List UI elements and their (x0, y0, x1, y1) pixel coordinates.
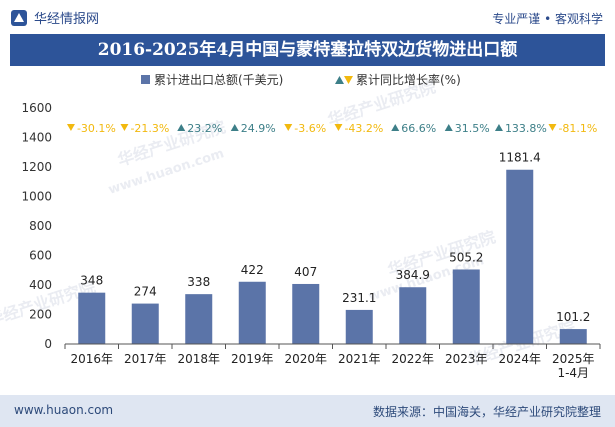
x-tick-label: 2023年 (445, 352, 488, 366)
y-tick-label: 1000 (21, 190, 52, 204)
y-axis: 0 200 400 600 800 1000 1200 1400 1600 (21, 101, 52, 351)
bar-value-label: 407 (294, 265, 317, 279)
bar-value-label: 348 (80, 274, 103, 288)
growth-rate-label: -43.2% (344, 122, 383, 135)
bar-chart: 华经产业研究院华经产业研究院华经产业研究院华经产业研究院华经产业研究院www.h… (0, 72, 601, 380)
x-tick-label: 2017年 (124, 352, 167, 366)
growth-up-triangle-icon (444, 124, 453, 131)
bars (78, 169, 587, 344)
y-tick-label: 1600 (21, 101, 52, 115)
growth-rate-labels: -30.1% -21.3% 23.2% 24.9% -3.6% -43.2% 66.6% 31… (66, 122, 597, 135)
growth-down-triangle-icon (284, 124, 293, 131)
x-tick-label: 2020年 (284, 352, 327, 366)
chart-title: 2016-2025年4月中国与蒙特塞拉特双边货物进出口额 (10, 34, 605, 66)
bar-value-label: 338 (187, 275, 210, 289)
brand-slogan: 专业严谨 • 客观科学 (492, 12, 603, 26)
chart-legend: 累计进出口总额(千美元) 累计同比增长率(%) (141, 72, 461, 87)
legend-up-triangle-icon (335, 76, 344, 84)
x-tick-label: 2022年 (391, 352, 434, 366)
legend-label-total: 累计进出口总额(千美元) (154, 73, 283, 87)
bar (345, 309, 373, 344)
brand-logo: 华经情报网 (10, 8, 99, 27)
growth-up-triangle-icon (391, 124, 400, 131)
y-tick-label: 400 (29, 278, 52, 292)
bar-value-label: 101.2 (556, 310, 590, 324)
bar (452, 269, 480, 344)
x-axis: 2016年 2017年 2018年 2019年 2020年 2021年 2022年 2023年… (64, 343, 601, 380)
huajing-logo-icon (11, 9, 27, 26)
x-tick-label: 2024年 (498, 352, 541, 366)
footer-bar: www.huaon.com 数据来源：中国海关，华经产业研究院整理 (0, 395, 615, 427)
bar (506, 169, 534, 344)
x-tick-label: 2018年 (177, 352, 220, 366)
legend-label-growth: 累计同比增长率(%) (356, 72, 461, 87)
bar (185, 294, 213, 344)
growth-down-triangle-icon (120, 124, 129, 131)
bar (131, 303, 159, 344)
growth-down-triangle-icon (334, 124, 343, 131)
x-tick-label: 2019年 (231, 352, 274, 366)
legend-down-triangle-icon (344, 76, 353, 84)
bar (238, 281, 266, 344)
y-tick-label: 0 (44, 337, 52, 351)
y-tick-label: 200 (29, 308, 52, 322)
bar-value-label: 384.9 (396, 268, 430, 282)
y-tick-label: 800 (29, 219, 52, 233)
footer-website: www.huaon.com (14, 403, 114, 417)
bar (559, 329, 587, 344)
bar (78, 292, 106, 344)
growth-rate-label: 66.6% (401, 122, 436, 135)
legend-swatch-total (141, 75, 150, 84)
growth-rate-label: -81.1% (558, 122, 597, 135)
x-tick-label: 2016年 (70, 352, 113, 366)
bar-value-labels: 348 274 338 422 407 231.1 384.9 505.2 1181.4 101.… (80, 151, 590, 324)
growth-rate-label: 23.2% (187, 122, 222, 135)
growth-rate-label: 24.9% (241, 122, 276, 135)
bar (292, 283, 320, 344)
footer-source: 数据来源：中国海关，华经产业研究院整理 (372, 405, 601, 419)
growth-rate-label: 133.8% (505, 122, 547, 135)
x-tick-label: 2025年 1-4月 (552, 352, 595, 380)
growth-down-triangle-icon (66, 124, 75, 131)
bar-value-label: 231.1 (342, 291, 376, 305)
x-tick-label: 2021年 (338, 352, 381, 366)
y-tick-label: 1200 (21, 160, 52, 174)
growth-down-triangle-icon (548, 124, 557, 131)
growth-rate-label: -21.3% (130, 122, 169, 135)
growth-up-triangle-icon (177, 124, 186, 131)
bar-value-label: 422 (241, 263, 264, 277)
growth-up-triangle-icon (494, 124, 503, 131)
bar-value-label: 274 (134, 285, 157, 299)
y-tick-label: 1400 (21, 131, 52, 145)
growth-rate-label: -3.6% (294, 122, 326, 135)
bar-value-label: 505.2 (449, 250, 483, 264)
bar (399, 287, 427, 344)
y-tick-label: 600 (29, 249, 52, 263)
growth-rate-label: -30.1% (77, 122, 116, 135)
growth-rate-label: 31.5% (455, 122, 490, 135)
bar-value-label: 1181.4 (499, 151, 541, 165)
header-bar: 华经情报网 专业严谨 • 客观科学 (0, 0, 615, 34)
brand-name: 华经情报网 (34, 12, 100, 27)
growth-up-triangle-icon (230, 124, 239, 131)
